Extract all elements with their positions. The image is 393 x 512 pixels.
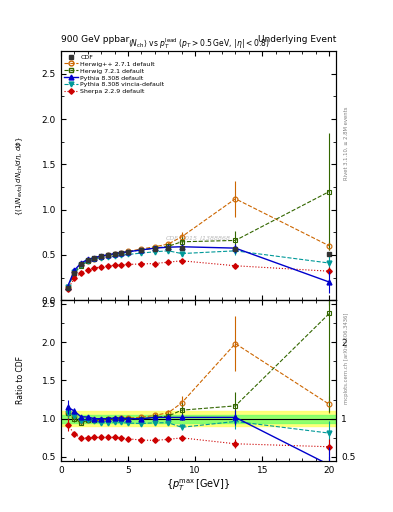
- Y-axis label: $\{(1/N_\mathrm{evts})\,dN_\mathrm{ch}/d\eta,\,d\phi\}$: $\{(1/N_\mathrm{evts})\,dN_\mathrm{ch}/d…: [15, 136, 25, 216]
- Title: $\langle N_\mathrm{ch}\rangle$ vs $p_T^\mathrm{lead}$ $(p_T > 0.5\,\mathrm{GeV},: $\langle N_\mathrm{ch}\rangle$ vs $p_T^\…: [128, 36, 269, 51]
- Text: Underlying Event: Underlying Event: [258, 34, 336, 44]
- Legend: CDF, Herwig++ 2.7.1 default, Herwig 7.2.1 default, Pythia 8.308 default, Pythia : CDF, Herwig++ 2.7.1 default, Herwig 7.2.…: [63, 53, 166, 96]
- Text: 900 GeV ppbar: 900 GeV ppbar: [61, 34, 129, 44]
- X-axis label: $\{p_T^\mathrm{max}\,[\mathrm{GeV}]\}$: $\{p_T^\mathrm{max}\,[\mathrm{GeV}]\}$: [166, 477, 231, 493]
- Text: CDF_2015_I1388868: CDF_2015_I1388868: [166, 235, 231, 241]
- Text: mcplots.cern.ch [arXiv:1306.3436]: mcplots.cern.ch [arXiv:1306.3436]: [344, 313, 349, 404]
- Text: Rivet 3.1.10, ≥ 2.8M events: Rivet 3.1.10, ≥ 2.8M events: [344, 106, 349, 180]
- Y-axis label: Ratio to CDF: Ratio to CDF: [16, 356, 25, 404]
